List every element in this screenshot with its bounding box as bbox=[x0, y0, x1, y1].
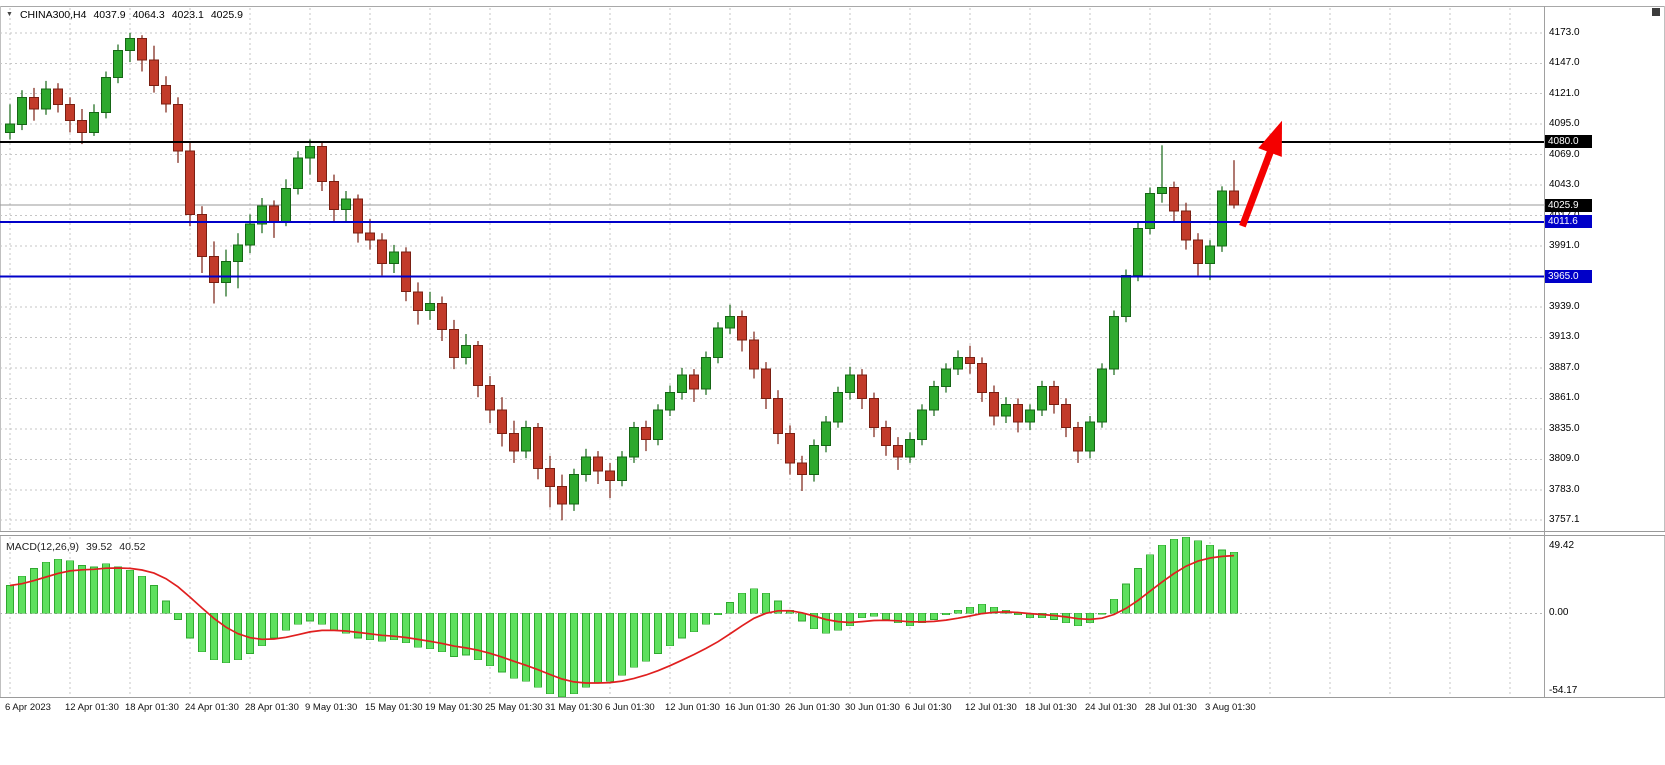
ohlc-close: 4025.9 bbox=[210, 9, 243, 21]
price-tick-label: 3939.0 bbox=[1549, 301, 1580, 312]
time-axis[interactable]: 6 Apr 2023 12 Apr 01:30 18 Apr 01:30 24 Apr… bbox=[0, 697, 1665, 765]
price-tick-label: 4043.0 bbox=[1549, 179, 1580, 191]
time-tick-label: 19 May 01:30 bbox=[425, 702, 483, 713]
trend-arrow[interactable] bbox=[1239, 120, 1282, 228]
time-tick-label: 28 Jul 01:30 bbox=[1145, 702, 1197, 713]
symbol-marker-icon: ▼ bbox=[6, 11, 13, 18]
symbol-timeframe-label: CHINA300,H4 bbox=[19, 9, 87, 21]
time-tick-label: 30 Jun 01:30 bbox=[845, 702, 900, 713]
chart-title-overlay: ▼ CHINA300,H4 4037.9 4064.3 4023.1 4025.… bbox=[6, 9, 243, 21]
macd-signal-line bbox=[9, 554, 1235, 684]
main-chart[interactable] bbox=[0, 0, 1544, 532]
current-price-tag: 4025.9 bbox=[1545, 198, 1592, 212]
price-tick-label: 3835.0 bbox=[1549, 422, 1580, 434]
macd-grid bbox=[0, 537, 1544, 697]
ohlc-open: 4037.9 bbox=[93, 9, 126, 21]
time-tick-label: 12 Jun 01:30 bbox=[665, 702, 720, 713]
macd-pane[interactable] bbox=[0, 537, 1544, 697]
time-tick-label: 16 Jun 01:30 bbox=[725, 702, 780, 713]
macd-signal-value: 40.52 bbox=[119, 541, 146, 553]
price-tick-label: 3887.0 bbox=[1549, 361, 1580, 373]
price-axis[interactable]: 4173.0 4147.0 4121.0 4095.0 4069.0 4043.0 4017… bbox=[1545, 0, 1665, 765]
time-tick-label: 9 May 01:30 bbox=[305, 702, 358, 713]
price-tick-label: 4121.0 bbox=[1549, 87, 1580, 99]
time-tick-label: 3 Aug 01:30 bbox=[1205, 702, 1256, 713]
ohlc-high: 4064.3 bbox=[132, 9, 165, 21]
price-tick-label: 4173.0 bbox=[1549, 26, 1580, 38]
pane-separator[interactable] bbox=[0, 531, 1665, 536]
time-tick-label: 6 Apr 2023 bbox=[5, 702, 51, 713]
time-tick-label: 24 Jul 01:30 bbox=[1085, 702, 1137, 713]
time-tick-label: 31 May 01:30 bbox=[545, 702, 603, 713]
price-tick-label: 3757.1 bbox=[1549, 514, 1580, 526]
price-tick-label: 4069.0 bbox=[1549, 148, 1580, 160]
macd-min-label: -54.17 bbox=[1549, 685, 1578, 696]
grid bbox=[0, 8, 1544, 532]
time-tick-label: 12 Apr 01:30 bbox=[65, 702, 119, 713]
time-tick-label: 6 Jun 01:30 bbox=[605, 702, 655, 713]
price-level-tag: 4011.6 bbox=[1545, 215, 1592, 229]
price-tick-label: 4095.0 bbox=[1549, 118, 1580, 130]
time-tick-label: 28 Apr 01:30 bbox=[245, 702, 299, 713]
price-tick-label: 3861.0 bbox=[1549, 392, 1580, 404]
price-level-tag: 4080.0 bbox=[1545, 135, 1592, 149]
time-tick-label: 24 Apr 01:30 bbox=[185, 702, 239, 713]
candles bbox=[5, 32, 1239, 521]
time-tick-label: 12 Jul 01:30 bbox=[965, 702, 1017, 713]
price-tick-label: 4147.0 bbox=[1549, 57, 1580, 69]
chart-shift-marker bbox=[1652, 8, 1660, 16]
price-tick-label: 4017.0 bbox=[1549, 210, 1580, 221]
time-tick-label: 25 May 01:30 bbox=[485, 702, 543, 713]
time-tick-label: 6 Jul 01:30 bbox=[905, 702, 952, 713]
price-tick-label: 3913.0 bbox=[1549, 331, 1580, 343]
price-level-tag: 3965.0 bbox=[1545, 270, 1592, 284]
ohlc-low: 4023.1 bbox=[171, 9, 204, 21]
time-tick-label: 15 May 01:30 bbox=[365, 702, 423, 713]
time-tick-label: 26 Jun 01:30 bbox=[785, 702, 840, 713]
price-axis-separator bbox=[1544, 6, 1545, 697]
macd-main-value: 39.52 bbox=[85, 541, 113, 553]
chart-frame-left bbox=[0, 6, 1, 697]
price-tick-label: 3783.0 bbox=[1549, 483, 1580, 495]
macd-histogram bbox=[6, 537, 1238, 697]
price-tick-label: 3809.0 bbox=[1549, 453, 1580, 465]
macd-indicator-label: MACD(12,26,9) 39.52 40.52 bbox=[6, 541, 146, 553]
time-tick-label: 18 Jul 01:30 bbox=[1025, 702, 1077, 713]
macd-max-label: 49.42 bbox=[1549, 540, 1575, 551]
time-tick-label: 18 Apr 01:30 bbox=[125, 702, 179, 713]
chart-frame-top bbox=[0, 6, 1665, 7]
price-tick-label: 3991.0 bbox=[1549, 240, 1580, 252]
macd-name: MACD(12,26,9) bbox=[6, 541, 79, 553]
macd-zero-label: 0.00 bbox=[1549, 607, 1569, 619]
